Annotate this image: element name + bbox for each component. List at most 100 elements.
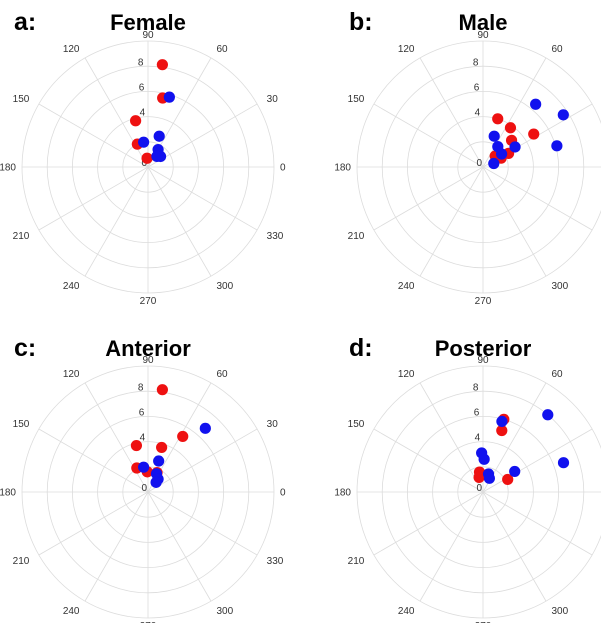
grid-spoke <box>38 428 149 493</box>
polar-panel: 03060901201501802102402703003300468d:Pos… <box>334 334 601 623</box>
angle-tick-label: 120 <box>398 369 415 380</box>
angle-tick-label: 120 <box>398 44 415 55</box>
blue-data-point <box>151 150 163 162</box>
grid-spoke <box>482 166 547 277</box>
angle-tick-label: 180 <box>0 488 16 499</box>
radial-tick-label: 6 <box>474 82 480 93</box>
angle-tick-label: 0 <box>280 488 286 499</box>
angle-tick-label: 30 <box>267 419 279 430</box>
grid-spoke <box>419 382 484 493</box>
red-data-point <box>156 384 168 396</box>
grid-spoke <box>147 491 258 556</box>
blue-data-point <box>530 98 542 110</box>
radial-tick-label: 8 <box>473 57 479 68</box>
angle-tick-label: 90 <box>477 30 489 41</box>
panel-title: Anterior <box>105 336 191 361</box>
blue-data-point <box>138 461 150 473</box>
grid-spoke <box>147 166 212 277</box>
blue-data-point <box>483 472 495 484</box>
angle-tick-label: 30 <box>267 94 279 105</box>
angle-tick-label: 150 <box>348 419 365 430</box>
radial-tick-label: 6 <box>474 407 480 418</box>
blue-data-point <box>476 447 488 459</box>
grid-spoke <box>147 428 258 493</box>
panel-label: b: <box>349 8 373 36</box>
blue-data-point <box>150 476 162 488</box>
angle-tick-label: 180 <box>334 163 351 174</box>
grid-spoke <box>419 491 484 602</box>
panel-title: Male <box>459 10 508 35</box>
grid-spoke <box>373 491 484 556</box>
grid-spoke <box>373 166 484 231</box>
angle-tick-label: 120 <box>63 44 80 55</box>
angle-tick-label: 330 <box>267 231 284 242</box>
angle-tick-label: 270 <box>475 621 492 623</box>
polar-panel: 03060901201501802102402703003300468b:Mal… <box>334 8 601 307</box>
panel-title: Female <box>110 10 186 35</box>
radial-tick-label: 4 <box>475 108 481 119</box>
blue-data-point <box>557 109 569 121</box>
blue-data-point <box>509 465 521 478</box>
polar-panel: 0 30 60 90 120 150 180 210 240 270 300 330 0 4 6 8 c: Ant… <box>0 334 286 623</box>
grid-spoke <box>38 491 149 556</box>
red-data-point <box>502 473 514 486</box>
polar-panel: 0 30 60 90 120 150 180 210 240 270 300 330 0 4 6 8 a: Fem… <box>0 8 286 307</box>
grid-spoke <box>419 166 484 277</box>
angle-tick-label: 210 <box>348 231 365 242</box>
blue-data-point <box>542 409 554 421</box>
grid-spoke <box>482 491 547 602</box>
angle-tick-label: 90 <box>477 355 489 366</box>
angle-tick-label: 270 <box>475 296 492 307</box>
blue-data-point <box>138 136 150 148</box>
grid-spoke <box>373 103 484 168</box>
red-data-point <box>496 424 508 437</box>
panel-label: d: <box>349 334 373 362</box>
blue-data-point <box>509 141 521 153</box>
red-data-point <box>177 430 189 443</box>
angle-tick-label: 180 <box>334 488 351 499</box>
grid-spoke <box>147 103 258 168</box>
grid-spoke <box>147 166 258 231</box>
angle-tick-label: 150 <box>348 94 365 105</box>
blue-data-point <box>488 157 500 170</box>
angle-tick-label: 270 <box>140 296 157 307</box>
radial-tick-label: 6 <box>139 407 145 418</box>
panel-label: a: <box>14 8 36 36</box>
grid-spoke <box>84 382 149 493</box>
angle-tick-label: 60 <box>217 369 229 380</box>
angle-tick-label: 150 <box>13 419 30 430</box>
radial-tick-label: 4 <box>140 108 146 119</box>
angle-tick-label: 180 <box>0 163 16 174</box>
angle-tick-label: 300 <box>217 606 234 617</box>
grid-spoke <box>482 166 593 231</box>
blue-data-point <box>488 130 500 142</box>
angle-tick-label: 90 <box>142 355 154 366</box>
angle-tick-label: 330 <box>267 556 284 567</box>
red-data-point <box>156 59 168 71</box>
grid-spoke <box>84 57 149 168</box>
grid-spoke <box>84 166 149 277</box>
red-data-point <box>141 152 153 164</box>
red-data-point <box>528 128 540 140</box>
angle-tick-label: 240 <box>63 281 80 292</box>
grid-spoke <box>38 103 149 168</box>
grid-spoke <box>373 428 484 493</box>
angle-tick-label: 240 <box>398 281 415 292</box>
radial-tick-label: 8 <box>138 57 144 68</box>
radial-tick-label: 8 <box>138 382 144 393</box>
angle-tick-label: 150 <box>13 94 30 105</box>
panel-label: c: <box>14 334 36 362</box>
angle-tick-label: 60 <box>552 44 564 55</box>
radial-tick-label: 6 <box>139 82 145 93</box>
angle-tick-label: 210 <box>13 556 30 567</box>
blue-data-point <box>153 455 165 467</box>
blue-data-point <box>163 91 175 103</box>
grid-spoke <box>482 491 593 556</box>
blue-data-point <box>199 422 211 434</box>
angle-tick-label: 60 <box>217 44 229 55</box>
angle-tick-label: 240 <box>398 606 415 617</box>
angle-tick-label: 210 <box>13 231 30 242</box>
red-data-point <box>492 113 504 125</box>
blue-data-point <box>153 130 165 142</box>
